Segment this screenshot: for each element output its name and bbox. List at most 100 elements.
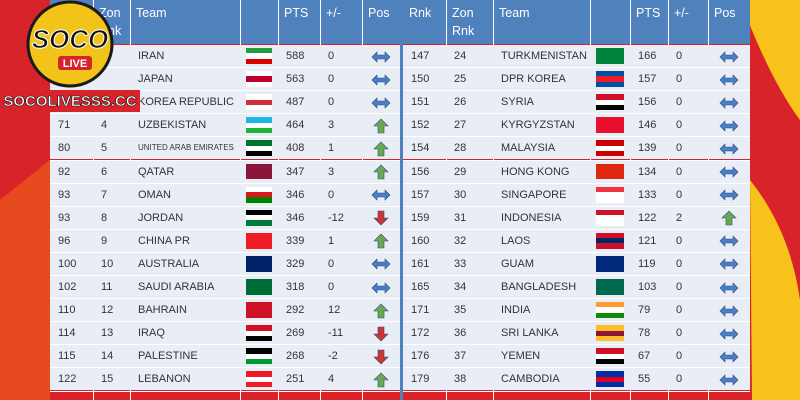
row-bg xyxy=(403,206,750,229)
row-divider xyxy=(403,251,750,253)
row-bg xyxy=(403,345,750,368)
row-bg xyxy=(50,45,400,68)
cell-rnk: 161 xyxy=(411,257,430,270)
cell-rnk: 154 xyxy=(411,142,430,155)
cell-diff: 4 xyxy=(328,373,335,386)
row-bg xyxy=(50,252,400,275)
cell-diff: 1 xyxy=(328,142,335,155)
flag-stripe xyxy=(246,220,272,226)
column-header: PTS xyxy=(636,6,661,20)
cell-team: CAMBODIA xyxy=(501,373,560,386)
flag-stripe xyxy=(596,151,624,157)
cell-pts: 292 xyxy=(286,304,305,317)
cell-rnk: 160 xyxy=(411,234,430,247)
cell-rnk: 93 xyxy=(58,188,71,201)
cell-team: UZBEKISTAN xyxy=(138,119,207,132)
trend-icon xyxy=(719,97,739,109)
header-bg xyxy=(403,0,750,44)
flag-stripe xyxy=(596,238,624,244)
flag-stripe xyxy=(596,284,624,290)
row-bg xyxy=(403,276,750,299)
flag-stripe xyxy=(246,197,272,203)
cell-team: TURKMENISTAN xyxy=(501,50,587,62)
cell-pts: 146 xyxy=(638,119,657,132)
cell-pts: 318 xyxy=(286,281,305,293)
cell-diff: 0 xyxy=(328,188,335,201)
cell-pts: 329 xyxy=(286,257,305,270)
cell-zon: 30 xyxy=(454,188,467,201)
trend-icon xyxy=(371,97,391,109)
cell-team: DPR KOREA xyxy=(501,73,566,86)
cell-diff: 0 xyxy=(676,188,683,201)
flag-stripe xyxy=(596,145,624,152)
flag-stripe xyxy=(596,335,624,342)
cell-pts: 464 xyxy=(286,119,305,132)
trend-icon xyxy=(719,351,739,363)
row-divider xyxy=(403,182,750,184)
cell-diff: 0 xyxy=(676,119,683,132)
flag-stripe xyxy=(246,122,272,128)
flag-stripe xyxy=(246,243,272,249)
row-bg xyxy=(50,183,400,206)
logo-url: SOCOLIVESSS.CC xyxy=(3,93,137,110)
cell-team: SYRIA xyxy=(501,96,535,109)
cell-rnk: 152 xyxy=(411,119,430,132)
cell-pts: 79 xyxy=(638,304,651,317)
flag-stripe xyxy=(246,186,272,192)
cell-team: IRAQ xyxy=(138,327,165,340)
trend-icon xyxy=(373,326,389,342)
flag-stripe xyxy=(596,117,624,123)
row-divider xyxy=(50,90,400,92)
cell-zon: 4 xyxy=(101,119,108,132)
trend-icon xyxy=(719,328,739,340)
cell-zon: 24 xyxy=(454,50,467,62)
flag-stripe xyxy=(246,266,272,272)
flag-stripe xyxy=(246,289,272,295)
cell-rnk: 151 xyxy=(411,96,430,109)
cell-diff: 3 xyxy=(328,165,335,178)
cell-pts: 139 xyxy=(638,142,657,155)
cell-pts: 269 xyxy=(286,327,305,340)
cell-pts: 67 xyxy=(638,350,651,363)
flag-stripe xyxy=(596,48,624,54)
cell-team: KOREA REPUBLIC xyxy=(138,96,234,109)
trend-icon xyxy=(373,349,389,365)
cell-diff: -12 xyxy=(328,211,344,224)
row-bg xyxy=(50,114,400,137)
row-bg xyxy=(403,229,750,252)
cell-team: BAHRAIN xyxy=(138,304,187,317)
cell-team: MALAYSIA xyxy=(501,142,556,155)
flag-stripe xyxy=(246,325,272,331)
table-separator xyxy=(400,0,403,400)
row-divider xyxy=(403,321,750,323)
flag-stripe xyxy=(596,197,624,203)
cell-zon: 26 xyxy=(454,96,467,109)
flag-stripe xyxy=(596,255,624,262)
cell-diff: 0 xyxy=(328,96,335,109)
cell-diff: 0 xyxy=(676,50,683,62)
cell-diff: 12 xyxy=(328,304,341,317)
flag-stripe xyxy=(596,94,624,100)
cell-rnk: 172 xyxy=(411,327,430,340)
cell-rnk: 147 xyxy=(411,50,430,62)
flag-stripe xyxy=(596,168,624,175)
cell-zon: 33 xyxy=(454,257,467,270)
cell-zon: 29 xyxy=(454,165,467,178)
cell-zon: 7 xyxy=(101,188,108,201)
cell-zon: 36 xyxy=(454,327,467,340)
row-bg xyxy=(50,160,400,183)
row-bg xyxy=(403,299,750,322)
column-header: PTS xyxy=(284,6,309,20)
flag-stripe xyxy=(246,168,272,175)
flag-stripe xyxy=(246,174,272,180)
row-bg xyxy=(50,276,400,299)
row-divider xyxy=(50,390,400,392)
flag-stripe xyxy=(596,358,624,365)
flag-stripe xyxy=(596,186,624,192)
flag-stripe xyxy=(596,99,624,105)
flag-stripe xyxy=(596,81,624,88)
cell-team: CHINA PR xyxy=(138,234,190,247)
flag-stripe xyxy=(246,330,272,336)
flag-stripe xyxy=(246,94,272,100)
flag-stripe xyxy=(246,58,272,64)
